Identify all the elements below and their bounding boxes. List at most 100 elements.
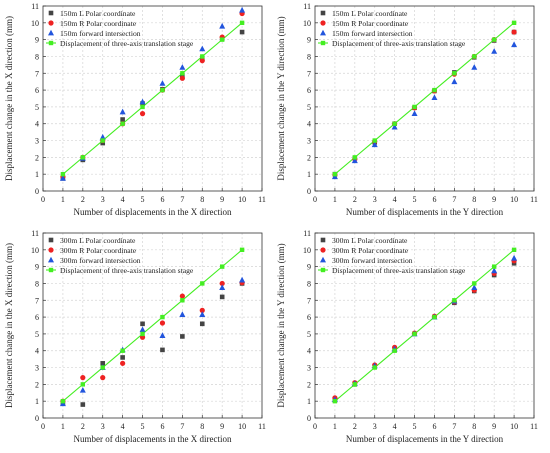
data-point-series-3 (219, 284, 226, 291)
legend-label: 300m R Polar coordinate (60, 246, 137, 255)
x-tick-label: 8 (472, 195, 476, 204)
data-point-series-4 (120, 348, 125, 353)
x-tick-label: 11 (258, 422, 266, 431)
data-point-series-1 (239, 29, 245, 35)
y-tick-label: 6 (35, 313, 39, 322)
y-tick-label: 6 (307, 313, 311, 322)
data-point-series-3 (451, 78, 458, 85)
y-axis-label: Displacement change in the Y direction (… (276, 16, 286, 180)
plot-frame (42, 5, 263, 192)
data-point-series-4 (239, 247, 245, 253)
y-tick-label: 0 (307, 414, 311, 423)
data-point-series-3 (139, 326, 146, 333)
y-tick-label: 10 (303, 19, 311, 28)
legend-label: 150m R Polar coordinate (60, 19, 137, 28)
data-point-series-4 (452, 71, 457, 76)
data-point-series-4 (372, 365, 377, 370)
data-point-series-1 (80, 402, 86, 407)
y-tick-label: 11 (303, 2, 311, 11)
x-tick-label: 11 (258, 195, 266, 204)
x-tick-label: 2 (81, 195, 85, 204)
x-tick-label: 9 (492, 422, 496, 431)
data-point-series-1 (180, 334, 185, 339)
legend-marker (320, 247, 326, 253)
legend-label: 150m L Polar coordinate (60, 9, 136, 18)
y-tick-label: 8 (307, 279, 311, 288)
legend-label: 300m forward intersection (332, 256, 413, 265)
x-tick-label: 0 (313, 195, 317, 204)
data-point-series-3 (159, 332, 166, 338)
data-point-series-3 (119, 108, 126, 115)
y-tick-label: 1 (35, 170, 39, 179)
data-point-series-2 (159, 320, 166, 326)
data-point-series-4 (219, 37, 225, 42)
data-point-series-4 (80, 382, 86, 387)
data-point-series-3 (511, 254, 518, 261)
legend-label: 300m L Polar coordinate (332, 236, 408, 245)
x-tick-label: 10 (510, 422, 518, 431)
y-tick-label: 3 (35, 364, 39, 373)
data-point-series-3 (431, 94, 438, 101)
legend-marker (48, 20, 54, 26)
y-tick-label: 8 (35, 279, 39, 288)
y-tick-label: 10 (31, 19, 39, 28)
data-point-series-3 (179, 64, 186, 70)
x-tick-label: 3 (373, 422, 377, 431)
data-point-series-3 (411, 110, 418, 117)
y-tick-label: 4 (35, 120, 39, 129)
data-point-series-1 (120, 355, 125, 360)
data-point-series-1 (160, 347, 165, 353)
x-tick-label: 6 (160, 422, 164, 431)
x-tick-label: 6 (160, 195, 164, 204)
y-tick-label: 1 (35, 397, 39, 406)
y-tick-label: 2 (307, 380, 311, 389)
y-tick-label: 4 (307, 120, 311, 129)
data-point-series-4 (200, 281, 205, 286)
data-point-series-1 (219, 294, 225, 300)
x-tick-label: 2 (81, 422, 85, 431)
legend-marker (320, 256, 326, 263)
legend-label: 150m R Polar coordinate (332, 19, 409, 28)
chart-panel-3: 0 1 2 3 4 5 6 7 8 9 10 11 0 1 2 3 4 5 6 7 8 9 10 11 Number of di… (4, 229, 266, 444)
y-tick-label: 9 (307, 36, 311, 45)
legend-marker (320, 10, 326, 16)
data-point-series-4 (160, 314, 165, 320)
legend-label: 300m R Polar coordinate (332, 246, 409, 255)
legend-marker (48, 247, 54, 253)
x-tick-label: 11 (530, 195, 538, 204)
data-point-series-2 (179, 75, 185, 81)
x-tick-label: 1 (333, 422, 337, 431)
x-axis-label: Number of displacements in the X directi… (74, 207, 232, 217)
data-point-series-4 (140, 331, 145, 337)
data-point-series-4 (219, 264, 225, 269)
data-point-series-3 (79, 386, 86, 393)
data-point-series-3 (471, 64, 478, 70)
x-tick-label: 0 (313, 422, 317, 431)
x-tick-label: 2 (353, 422, 357, 431)
data-point-series-2 (199, 307, 205, 313)
legend-marker (320, 20, 326, 26)
x-tick-label: 4 (393, 195, 397, 204)
x-tick-label: 9 (220, 422, 224, 431)
data-point-series-4 (100, 365, 105, 370)
x-tick-label: 5 (413, 195, 417, 204)
data-point-series-1 (140, 321, 145, 327)
y-tick-label: 10 (31, 246, 39, 255)
data-point-series-3 (351, 157, 358, 164)
data-point-series-4 (432, 314, 437, 320)
data-point-series-3 (139, 98, 146, 105)
legend-marker (48, 40, 54, 46)
y-tick-label: 0 (307, 187, 311, 196)
x-tick-label: 8 (200, 195, 204, 204)
data-point-series-1 (120, 117, 125, 122)
y-tick-label: 1 (307, 170, 311, 179)
data-point-series-4 (491, 37, 497, 42)
y-tick-label: 10 (303, 246, 311, 255)
series-line-translation-stage (334, 249, 515, 402)
chart-panel-2: 0 1 2 3 4 5 6 7 8 9 10 11 0 1 2 3 4 5 6 7 8 9 10 11 Number of di… (276, 2, 538, 217)
data-point-series-4 (452, 298, 457, 303)
legend-marker (48, 29, 54, 36)
y-tick-label: 5 (35, 330, 39, 339)
x-tick-label: 4 (393, 422, 397, 431)
